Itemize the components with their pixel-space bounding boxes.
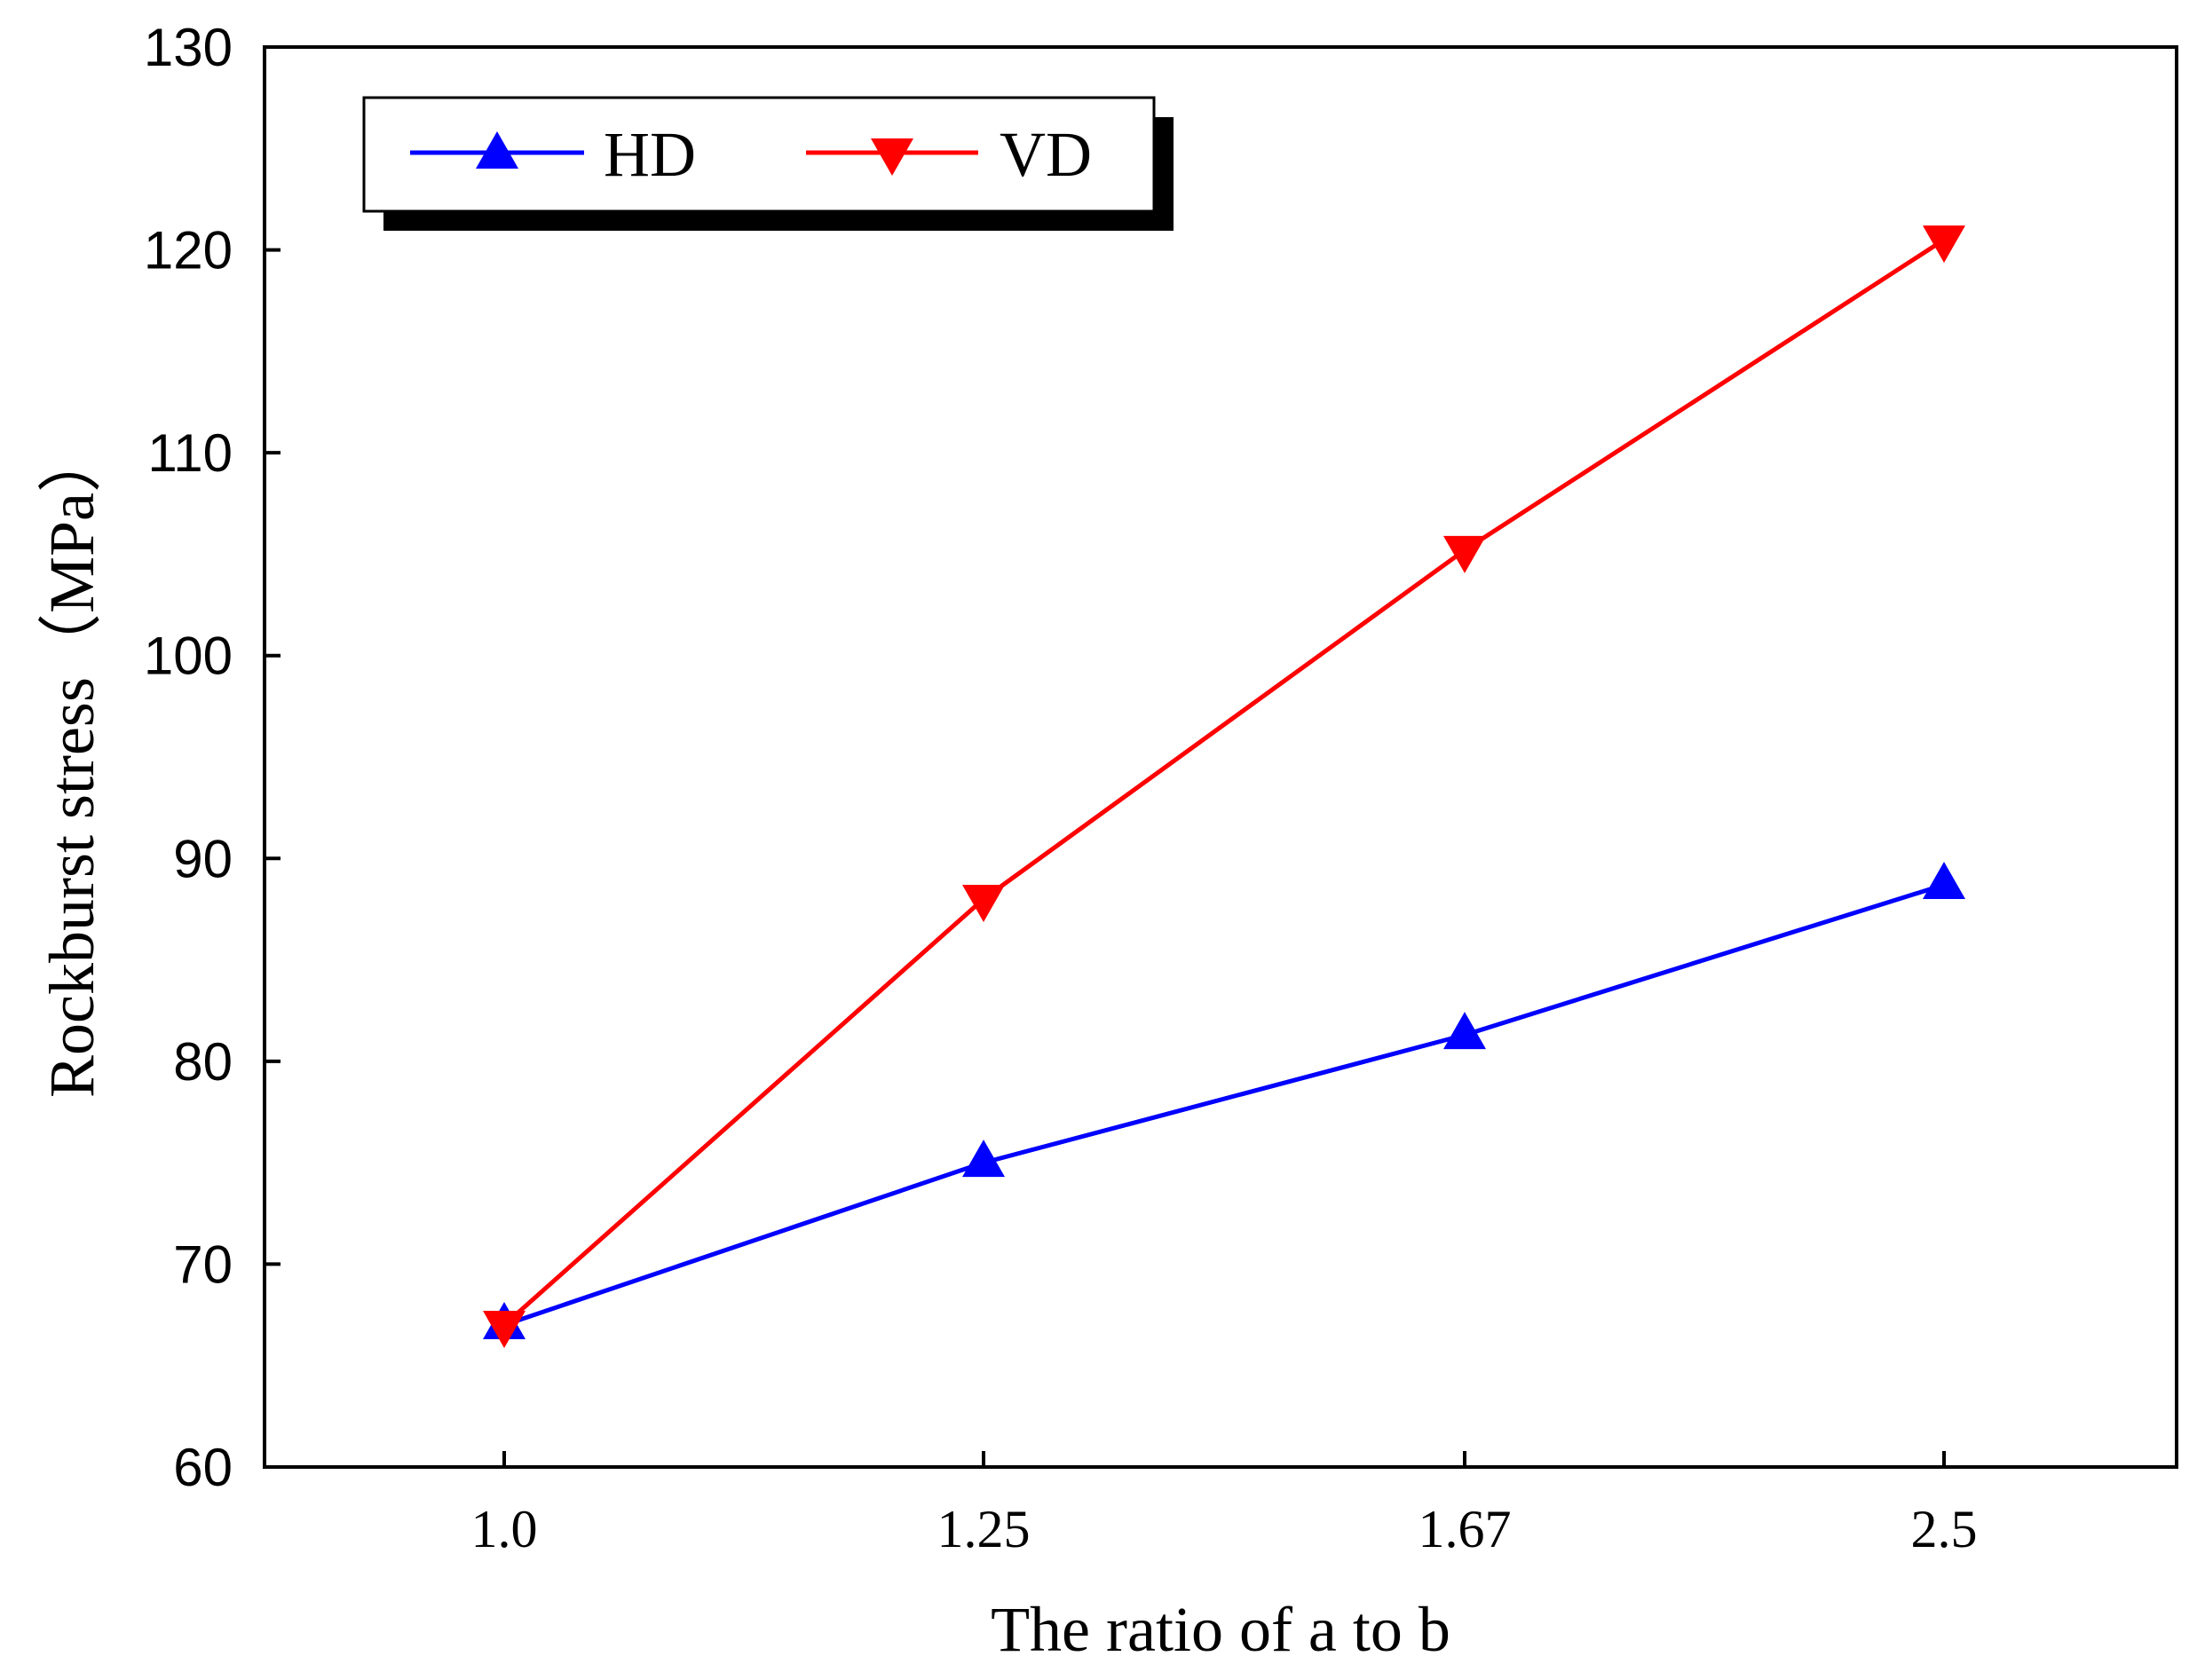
y-tick-label: 130 — [144, 18, 233, 77]
series-vd-point-1 — [962, 885, 1005, 922]
legend: HD VD — [362, 96, 1174, 231]
legend-vd-label: VD — [1000, 119, 1092, 190]
legend-item-vd: VD — [806, 119, 1092, 190]
y-tick-label: 60 — [173, 1438, 233, 1497]
x-tick-label: 1.0 — [471, 1500, 538, 1558]
y-tick-label: 80 — [173, 1032, 233, 1092]
y-axis: 60 70 80 90 100 110 120 130 — [144, 18, 281, 1497]
legend-item-hd: HD — [410, 119, 696, 190]
series-vd-point-0 — [483, 1311, 526, 1348]
x-axis: 1.0 1.25 1.67 2.5 — [471, 1451, 1978, 1558]
y-axis-title: Rockburst stress（MPa） — [36, 429, 107, 1098]
series-vd-point-3 — [1923, 225, 1965, 264]
x-tick-label: 1.67 — [1419, 1500, 1512, 1558]
x-tick-label: 2.5 — [1911, 1500, 1978, 1558]
y-tick-label: 90 — [173, 829, 233, 888]
series-vd-line — [502, 238, 1946, 1327]
y-tick-label: 70 — [173, 1234, 233, 1294]
legend-hd-marker — [476, 131, 518, 169]
series-layer — [483, 225, 1965, 1348]
x-axis-title: The ratio of a to b — [991, 1594, 1450, 1665]
series-hd-line — [503, 882, 1945, 1328]
plot-frame — [263, 45, 2178, 1469]
legend-vd-marker — [871, 138, 913, 176]
series-hd-point-3 — [1923, 862, 1965, 899]
y-tick-label: 100 — [144, 627, 233, 686]
series-hd-point-1 — [962, 1140, 1005, 1178]
x-tick-label: 1.25 — [937, 1500, 1031, 1558]
legend-hd-label: HD — [604, 119, 696, 190]
series-vd-point-2 — [1443, 535, 1486, 573]
y-tick-label: 110 — [147, 423, 233, 483]
series-hd-point-2 — [1443, 1012, 1486, 1050]
y-tick-label: 120 — [144, 221, 233, 280]
